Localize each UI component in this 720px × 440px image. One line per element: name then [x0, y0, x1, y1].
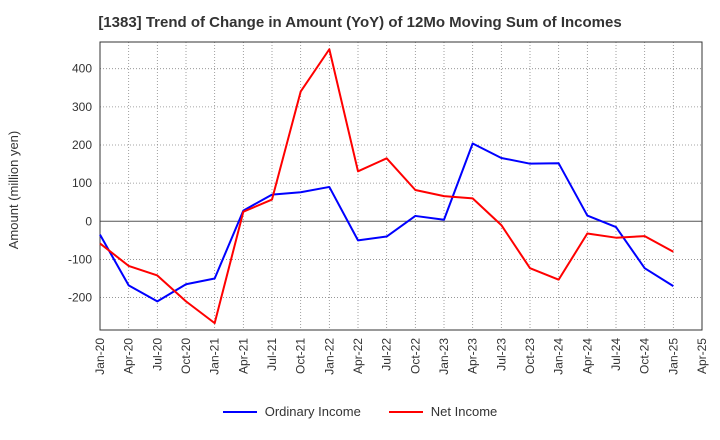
x-tick-label: Apr-21: [236, 338, 250, 374]
x-tick-label: Oct-20: [179, 338, 193, 374]
x-axis-ticks: Jan-20 Apr-20 Jul-20 Oct-20 Jan-21 Apr-21 Jul-…: [93, 338, 709, 375]
legend-swatch: [222, 410, 257, 413]
legend-item: Net Income: [388, 404, 498, 419]
x-tick-label: Jan-23: [437, 338, 451, 375]
y-tick-label: 200: [72, 138, 92, 152]
x-tick-label: Apr-24: [580, 338, 594, 374]
grid: [100, 42, 702, 330]
x-tick-label: Jan-25: [666, 338, 680, 375]
legend-item: Ordinary Income: [222, 404, 361, 419]
y-tick-label: -200: [68, 291, 92, 305]
y-axis-label: Amount (million yen): [6, 131, 21, 250]
y-tick-label: 300: [72, 100, 92, 114]
x-tick-label: Jul-22: [380, 338, 394, 371]
x-tick-label: Jan-24: [552, 338, 566, 375]
y-tick-label: 100: [72, 176, 92, 190]
chart-title: [1383] Trend of Change in Amount (YoY) o…: [98, 14, 622, 31]
x-tick-label: Oct-21: [294, 338, 308, 374]
ordinary-income-line: [99, 142, 674, 303]
legend-label: Ordinary Income: [264, 404, 361, 419]
y-tick-label: 400: [72, 62, 92, 76]
legend-label: Net Income: [430, 404, 498, 419]
legend: Ordinary Income Net Income: [0, 404, 720, 419]
x-tick-label: Jul-20: [150, 338, 164, 371]
x-tick-label: Jul-24: [609, 338, 623, 371]
series-lines: [99, 48, 674, 325]
x-tick-label: Jan-21: [208, 338, 222, 375]
x-tick-label: Jan-22: [322, 338, 336, 375]
x-tick-label: Oct-24: [638, 338, 652, 374]
x-tick-label: Jul-23: [494, 338, 508, 371]
x-tick-label: Apr-25: [695, 338, 709, 374]
x-tick-label: Apr-22: [351, 338, 365, 374]
y-axis-ticks: -200 -100 0 100 200 300 400: [68, 62, 92, 305]
x-tick-label: Apr-23: [466, 338, 480, 374]
y-tick-label: 0: [85, 214, 92, 228]
x-tick-label: Jan-20: [93, 338, 107, 375]
x-tick-label: Apr-20: [122, 338, 136, 374]
x-tick-label: Jul-21: [265, 338, 279, 371]
legend-swatch: [388, 410, 423, 413]
plot-area-border: [99, 41, 703, 331]
x-tick-label: Oct-22: [408, 338, 422, 374]
y-tick-label: -100: [68, 252, 92, 266]
x-tick-label: Oct-23: [523, 338, 537, 374]
net-income-line: [99, 48, 674, 325]
